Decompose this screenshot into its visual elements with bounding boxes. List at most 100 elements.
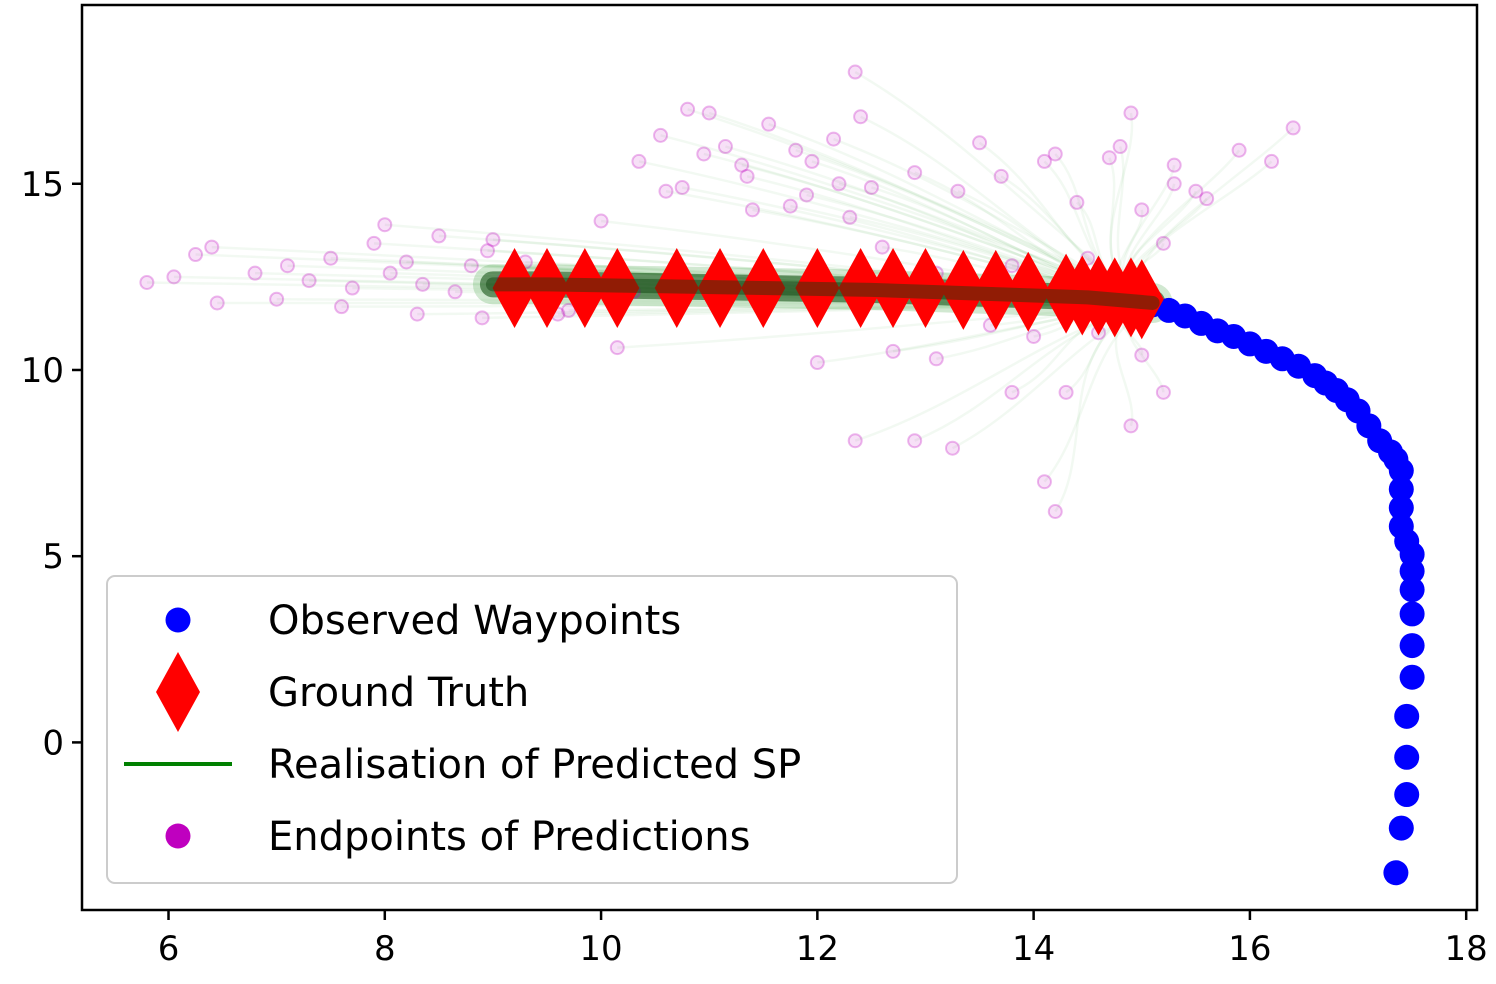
endpoint-marker — [1166, 157, 1182, 173]
endpoint-marker — [1112, 139, 1128, 155]
ground-truth-marker — [1006, 251, 1051, 332]
legend: Observed Waypoints Ground Truth Realisatio… — [106, 575, 958, 884]
ground-truth-marker — [871, 248, 916, 329]
endpoint-marker — [788, 142, 804, 158]
ground-truth-marker — [838, 248, 883, 329]
endpoint-marker — [1188, 183, 1204, 199]
endpoint-marker — [1264, 153, 1280, 169]
endpoint-marker — [415, 276, 431, 292]
endpoint-marker — [1026, 328, 1042, 344]
endpoint-marker — [847, 433, 863, 449]
legend-box — [106, 575, 958, 884]
x-tick-label: 6 — [158, 929, 180, 969]
y-tick-label: 10 — [21, 351, 64, 391]
x-tick-label: 18 — [1445, 929, 1488, 969]
endpoint-marker — [139, 274, 155, 290]
endpoint-marker — [1231, 142, 1247, 158]
endpoint-marker — [831, 176, 847, 192]
endpoint-marker — [247, 265, 263, 281]
endpoint-marker — [480, 243, 496, 259]
ground-truth-marker — [741, 248, 786, 329]
ground-truth-marker — [973, 249, 1018, 330]
endpoint-marker — [809, 355, 825, 371]
endpoint-marker — [334, 299, 350, 315]
endpoint-marker — [950, 183, 966, 199]
endpoint-marker — [1134, 347, 1150, 363]
legend-label: Realisation of Predicted SP — [268, 742, 801, 788]
observed-waypoint — [1388, 513, 1414, 539]
prediction-overlay-line — [485, 277, 1160, 310]
endpoint-marker — [1036, 153, 1052, 169]
endpoint-marker — [680, 101, 696, 117]
endpoint-marker — [674, 179, 690, 195]
x-tick-label: 8 — [374, 929, 396, 969]
ground-truth-marker — [654, 248, 699, 329]
x-tick-label: 12 — [796, 929, 839, 969]
legend-label: Endpoints of Predictions — [268, 814, 750, 860]
endpoint-marker — [928, 351, 944, 367]
endpoint-marker — [782, 198, 798, 214]
legend-marker-observed — [165, 607, 191, 633]
observed-waypoint — [1388, 476, 1414, 502]
endpoint-marker — [166, 269, 182, 285]
ground-truth-marker — [903, 248, 948, 329]
ground-truth-marker — [941, 249, 986, 330]
endpoint-marker — [885, 343, 901, 359]
endpoint-marker — [761, 116, 777, 132]
plot-frame — [80, 3, 1479, 912]
endpoint-marker — [1004, 258, 1020, 274]
observed-waypoint — [1383, 860, 1409, 886]
endpoint-marker — [907, 433, 923, 449]
ground-truth-marker — [795, 248, 840, 329]
endpoint-marker — [366, 235, 382, 251]
endpoint-marker — [344, 280, 360, 296]
observed-waypoint — [1399, 601, 1425, 627]
endpoint-marker — [1134, 202, 1150, 218]
endpoint-marker — [1155, 235, 1171, 251]
endpoint-marker — [209, 295, 225, 311]
endpoint-marker — [739, 168, 755, 184]
x-tick-label: 10 — [579, 929, 622, 969]
observed-waypoint — [1394, 703, 1420, 729]
ground-truth-marker — [595, 248, 640, 329]
endpoint-marker — [204, 239, 220, 255]
observed-waypoint — [1399, 664, 1425, 690]
endpoint-marker — [653, 127, 669, 143]
observed-waypoint — [1388, 815, 1414, 841]
y-tick-label: 0 — [42, 723, 64, 763]
axes: 6 8 10 12 14 16 18 0 5 10 15 — [21, 3, 1488, 969]
endpoint-marker — [1101, 150, 1117, 166]
endpoint-marker — [463, 258, 479, 274]
endpoint-marker — [1199, 191, 1215, 207]
endpoint-marker — [631, 153, 647, 169]
legend-marker-ground-truth — [156, 652, 200, 732]
endpoint-marker — [717, 139, 733, 155]
x-tick-label: 16 — [1228, 929, 1271, 969]
observed-waypoint — [1394, 744, 1420, 770]
endpoint-marker — [323, 250, 339, 266]
endpoint-marker — [907, 165, 923, 181]
ground-truth-marker — [562, 248, 607, 329]
endpoint-marker — [485, 232, 501, 248]
legend-label: Observed Waypoints — [268, 598, 681, 644]
endpoint-marker — [799, 187, 815, 203]
endpoint-marker — [701, 105, 717, 121]
endpoint-marker — [609, 340, 625, 356]
observed-waypoint — [1399, 633, 1425, 659]
observed-waypoint — [1394, 782, 1420, 808]
endpoint-marker — [561, 302, 577, 318]
endpoint-marker — [1047, 146, 1063, 162]
endpoint-marker — [945, 440, 961, 456]
legend-label: Ground Truth — [268, 670, 529, 716]
ground-truth-marker — [525, 248, 569, 329]
endpoint-marker — [269, 291, 285, 307]
ground-truth-marker — [1119, 259, 1164, 340]
endpoint-marker — [1069, 194, 1085, 210]
endpoint-marker — [853, 109, 869, 125]
endpoint-marker — [301, 273, 317, 289]
endpoint-marker — [993, 168, 1009, 184]
endpoint-marker — [279, 258, 295, 274]
endpoint-marker — [847, 64, 863, 80]
